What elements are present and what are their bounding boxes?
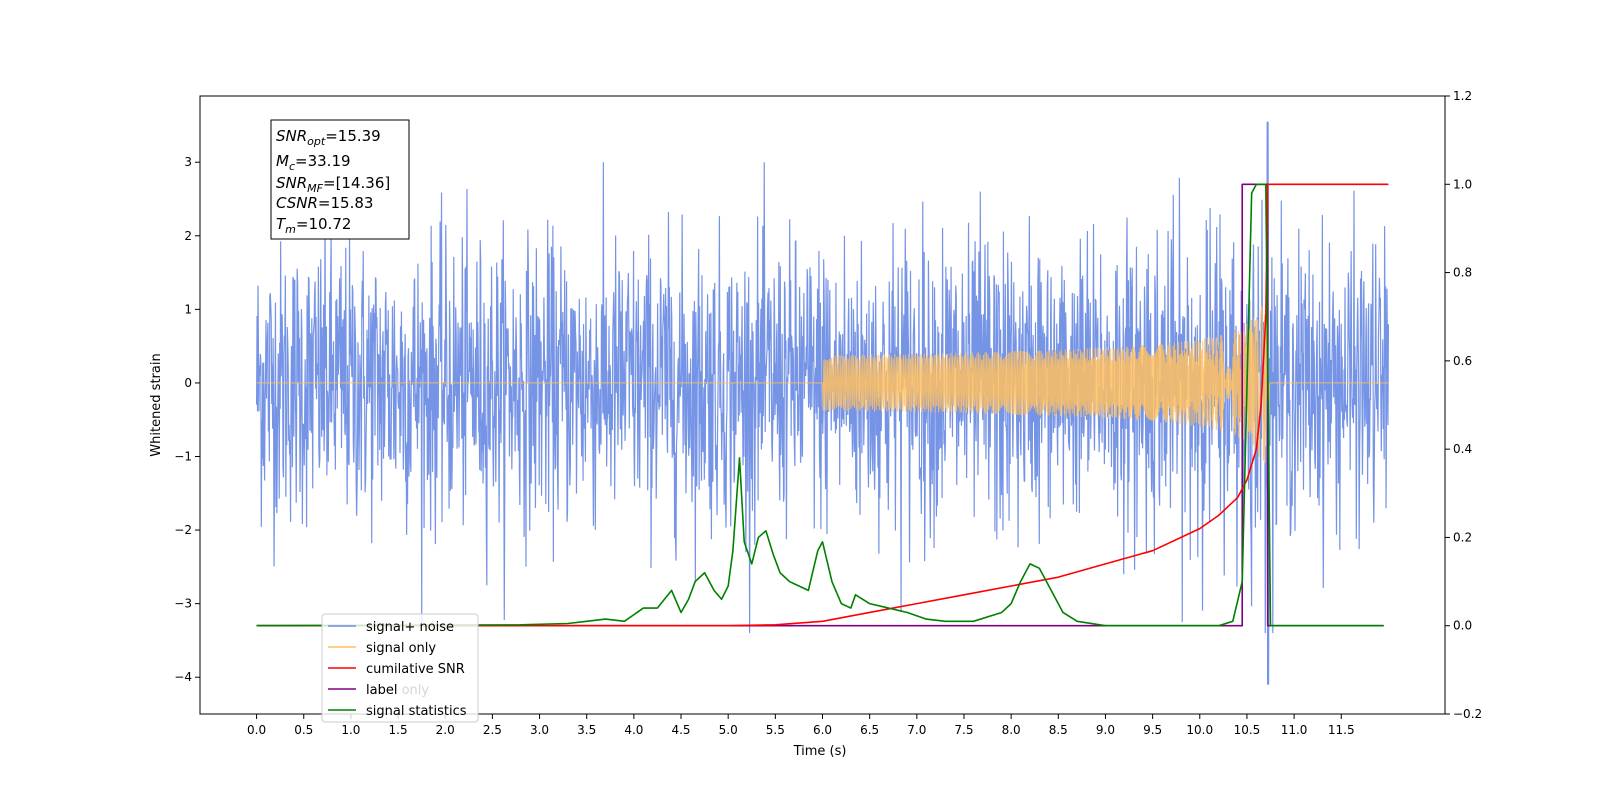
x-tick-label: 5.0 [719,723,738,737]
legend-label-label-only: label only [366,683,429,698]
y-right-tick-label: −0.2 [1453,707,1482,721]
x-tick-label: 9.5 [1143,723,1162,737]
x-axis-label: Time (s) [793,744,847,759]
series-signal-only [256,300,1389,463]
y-right-tick-label: 0.6 [1453,354,1472,368]
legend-label-signal-noise: signal+ noise [366,620,454,635]
legend: signal+ noise signal only cumilative SNR… [321,613,479,723]
x-tick-label: 7.0 [907,723,926,737]
legend-frame [321,613,479,723]
x-tick-label: 6.5 [860,723,879,737]
annotation-snr-mf: SNRMF=[14.36] [276,174,390,195]
y-left-tick-label: −3 [174,597,192,611]
annotation-mc: Mc=33.19 [276,152,351,173]
x-tick-label: 10.0 [1186,723,1213,737]
x-tick-label: 2.5 [483,723,502,737]
x-tick-label: 1.5 [389,723,408,737]
x-axis: 0.0 0.5 1.0 1.5 2.0 2.5 3.0 3.5 4.0 4.5 5.0 5.5 6.0 6… [247,714,1355,737]
y-left-tick-label: 0 [184,376,192,390]
y-right-tick-label: 0.8 [1453,266,1472,280]
y-left-tick-label: 2 [184,229,192,243]
y-right-tick-label: 0.0 [1453,619,1472,633]
x-tick-label: 9.0 [1096,723,1115,737]
legend-label-signal-only: signal only [366,641,436,656]
y-right-tick-label: 1.0 [1453,177,1472,191]
y-left-tick-label: 3 [184,155,192,169]
x-tick-label: 10.5 [1234,723,1261,737]
x-tick-label: 11.5 [1328,723,1355,737]
y-left-tick-label: −4 [174,670,192,684]
y-right-tick-label: 0.4 [1453,442,1472,456]
annotation-box: SNRopt=15.39 Mc=33.19 SNRMF=[14.36] CSNR… [270,119,410,240]
x-tick-label: 1.0 [341,723,360,737]
x-tick-label: 0.0 [247,723,266,737]
x-tick-label: 3.0 [530,723,549,737]
y-left-tick-label: −1 [174,450,192,464]
x-tick-label: 6.0 [813,723,832,737]
y-right-tick-label: 1.2 [1453,89,1472,103]
y-left-tick-label: −2 [174,523,192,537]
y-axis-left: 3 2 1 0 −1 −2 −3 −4 [174,155,200,684]
y-right-tick-label: 0.2 [1453,530,1472,544]
x-tick-label: 8.5 [1049,723,1068,737]
annotation-frame [270,119,410,240]
x-tick-label: 5.5 [766,723,785,737]
y-axis-right: 1.2 1.0 0.8 0.6 0.4 0.2 0.0 −0.2 [1445,89,1482,721]
y-left-tick-label: 1 [184,302,192,316]
annotation-csnr: CSNR=15.83 [276,194,373,212]
x-tick-label: 2.0 [436,723,455,737]
x-tick-label: 3.5 [577,723,596,737]
x-tick-label: 7.5 [954,723,973,737]
x-tick-label: 4.0 [624,723,643,737]
x-tick-label: 8.0 [1002,723,1021,737]
y-axis-label: Whitened strain [149,353,164,456]
series-cumulative-snr [256,183,1389,627]
legend-label-cumulative-snr: cumilative SNR [366,662,465,677]
annotation-snr-opt: SNRopt=15.39 [276,127,381,148]
x-tick-label: 4.5 [671,723,690,737]
x-tick-label: 11.0 [1281,723,1308,737]
legend-label-label: label [366,683,397,698]
series-signal-statistics [256,183,1384,627]
legend-label-signal-statistics: signal statistics [366,704,467,719]
annotation-tm: Tm=10.72 [276,215,351,236]
x-tick-label: 0.5 [294,723,313,737]
